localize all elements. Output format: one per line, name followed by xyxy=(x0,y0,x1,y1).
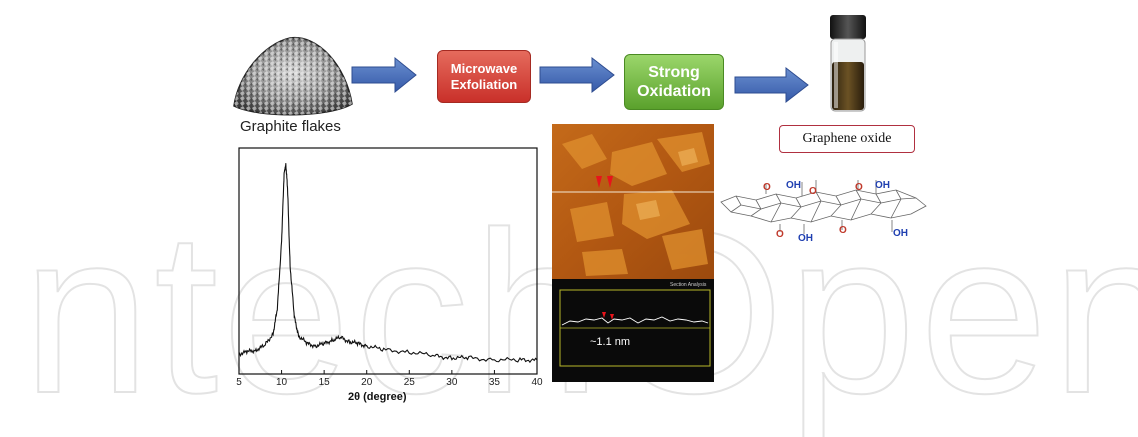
oxygen-label: O xyxy=(839,225,847,236)
oxygen-label: O xyxy=(855,182,863,193)
step-2-line-1: Strong xyxy=(648,64,700,81)
graphene-oxide-vial xyxy=(830,15,866,112)
oxygen-label: O xyxy=(763,182,771,193)
hydroxyl-label: OH xyxy=(893,228,908,239)
xrd-x-tick-label: 5 xyxy=(236,377,242,388)
afm-section-title: Section Analysis xyxy=(670,282,707,288)
xrd-x-tick-label: 35 xyxy=(488,377,500,388)
process-arrows xyxy=(351,56,809,104)
microwave-exfoliation-box: Microwave Exfoliation xyxy=(437,50,531,103)
graphite-flakes-image xyxy=(233,37,353,116)
hydroxyl-label: OH xyxy=(786,180,801,191)
oxygen-label: O xyxy=(776,229,784,240)
step-2-line-2: Oxidation xyxy=(637,83,711,100)
arrow-3 xyxy=(734,66,809,104)
xrd-x-tick-label: 25 xyxy=(403,377,415,388)
hydroxyl-label: OH xyxy=(798,233,813,244)
graphene-oxide-label: Graphene oxide xyxy=(779,125,915,153)
graphite-flakes-label: Graphite flakes xyxy=(240,118,341,135)
step-1-line-2: Exfoliation xyxy=(450,76,518,92)
xrd-plot-frame xyxy=(238,147,538,375)
hydroxyl-label: OH xyxy=(875,180,890,191)
xrd-x-tick-label: 10 xyxy=(276,377,288,388)
arrow-2 xyxy=(539,56,615,94)
xrd-x-tick-label: 40 xyxy=(531,377,543,388)
xrd-x-tick-label: 30 xyxy=(446,377,458,388)
xrd-x-axis-label: 2θ (degree) xyxy=(348,391,407,403)
afm-thickness-label: ~1.1 nm xyxy=(590,336,631,348)
step-1-line-1: Microwave xyxy=(450,60,518,76)
arrow-1 xyxy=(351,56,417,94)
strong-oxidation-box: Strong Oxidation xyxy=(624,54,724,110)
xrd-chart xyxy=(238,147,538,375)
xrd-series-line xyxy=(238,163,538,364)
graphene-oxide-molecule xyxy=(720,180,927,234)
xrd-x-tick-label: 15 xyxy=(318,377,330,388)
xrd-x-tick-label: 20 xyxy=(361,377,373,388)
afm-image: Section Analysis xyxy=(552,124,714,382)
xrd-x-tick-labels: 5 10 15 20 25 30 35 40 xyxy=(228,377,548,393)
oxygen-label: O xyxy=(809,186,817,197)
